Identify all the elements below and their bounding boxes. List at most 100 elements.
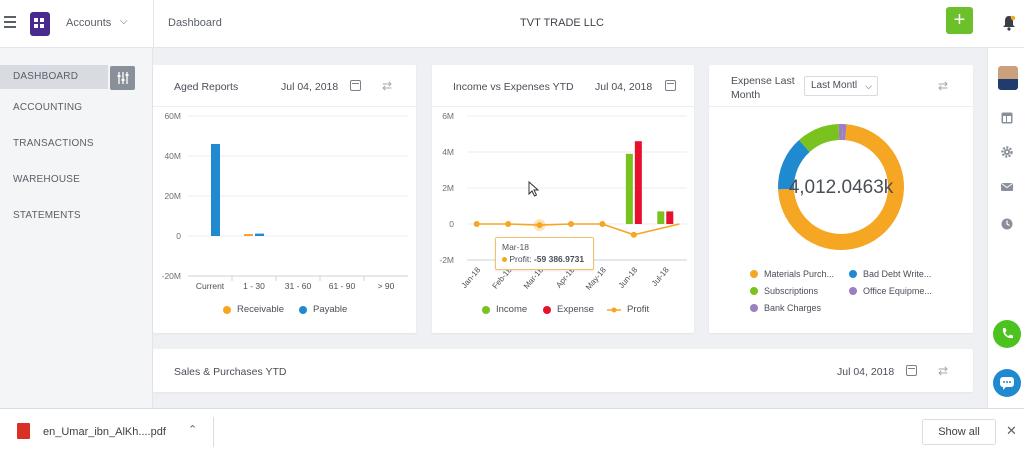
x-tick-label: Jul-18 (650, 265, 671, 288)
legend-line-marker (607, 307, 621, 312)
refresh-icon[interactable]: ⇄ (938, 79, 949, 93)
legend-label: Profit (627, 304, 650, 315)
y-tick-label: 0 (449, 219, 454, 229)
chevron-up-icon[interactable]: ⌃ (188, 424, 198, 436)
legend-profit: Profit (607, 304, 649, 315)
mail-icon[interactable] (1001, 181, 1013, 193)
y-tick-label: 2M (442, 183, 454, 193)
download-file-name[interactable]: en_Umar_ibn_AlKh....pdf (43, 426, 166, 438)
bar-income (657, 211, 665, 224)
legend-dot (299, 305, 307, 314)
sidebar-item-transactions[interactable]: TRANSACTIONS (13, 138, 94, 149)
layout-icon[interactable] (1001, 112, 1013, 124)
card-title-line: Month (731, 89, 761, 101)
chevron-down-icon: ⌵ (865, 81, 872, 91)
add-button[interactable]: + (946, 7, 973, 34)
y-tick-label: -20M (162, 271, 181, 281)
y-tick-label: -2M (439, 255, 454, 265)
x-tick-label: 1 - 30 (243, 281, 265, 291)
legend-label: Expense (557, 304, 594, 315)
sidebar-item-statements[interactable]: STATEMENTS (13, 210, 81, 221)
x-tick-label: > 90 (378, 281, 395, 291)
point-profit (505, 221, 512, 227)
pdf-file-icon (17, 423, 30, 439)
menu-icon[interactable] (4, 16, 16, 28)
legend-label: Bank Charges (764, 303, 822, 313)
sidebar-item-warehouse[interactable]: WAREHOUSE (13, 174, 80, 185)
card-header: Expense Last Month Last Montl ⌵ ⇄ (709, 65, 973, 107)
show-all-button[interactable]: Show all (922, 419, 996, 445)
card-title: Expense Last Month (731, 74, 795, 102)
bar-income (625, 153, 633, 224)
download-bar: en_Umar_ibn_AlKh....pdf ⌃ Show all ✕ (0, 408, 1024, 454)
y-tick-label: 20M (164, 191, 181, 201)
app-logo[interactable] (30, 12, 50, 36)
x-tick-label: 61 - 90 (329, 281, 356, 291)
bell-icon[interactable] (1002, 15, 1016, 31)
card-header: Income vs Expenses YTD Jul 04, 2018 (432, 65, 694, 107)
sidebar-item-dashboard[interactable]: DASHBOARD (0, 65, 108, 89)
close-icon[interactable]: ✕ (1006, 423, 1017, 438)
calendar-icon[interactable] (906, 365, 917, 376)
income-vs-expenses-card: Income vs Expenses YTD Jul 04, 2018 6M 4M… (432, 65, 694, 333)
bar-expense (634, 141, 642, 224)
cursor-icon (528, 181, 540, 197)
donut-slice (778, 140, 810, 190)
legend-dot (849, 270, 857, 278)
legend-label: Materials Purch... (764, 269, 835, 279)
chat-button[interactable] (993, 369, 1021, 397)
legend-dot (750, 270, 758, 278)
x-tick-label: Jan-18 (460, 265, 483, 290)
card-header: Aged Reports Jul 04, 2018 ⇄ (153, 65, 416, 107)
legend-bad-debt: Bad Debt Write... (849, 269, 931, 279)
bar-receivable (244, 234, 253, 236)
breadcrumb: Dashboard (168, 17, 222, 29)
refresh-icon[interactable]: ⇄ (382, 79, 393, 93)
point-profit (568, 221, 574, 227)
point-profit (630, 231, 637, 238)
account-switcher-label[interactable]: Accounts (66, 17, 112, 29)
expense-donut-chart (778, 124, 904, 250)
aged-reports-chart: 60M 40M 20M 0 -20M Current 1 - 30 31 - 60 61 - 9… (162, 111, 408, 291)
legend-label: Office Equipme... (863, 286, 932, 296)
y-tick-label: 40M (164, 151, 181, 161)
refresh-icon[interactable]: ⇄ (938, 364, 949, 378)
date-label: Jul 04, 2018 (281, 81, 339, 93)
period-select[interactable]: Last Montl ⌵ (804, 76, 878, 96)
legend-receivable: Receivable (223, 304, 284, 315)
chevron-down-icon[interactable]: ⌵ (120, 16, 128, 27)
legend-office-equipment: Office Equipme... (849, 286, 932, 296)
point-profit (473, 221, 480, 227)
expense-last-month-card: Expense Last Month Last Montl ⌵ ⇄ 4,012.… (709, 65, 973, 333)
calendar-icon[interactable] (665, 80, 676, 91)
clock-icon[interactable] (1001, 218, 1013, 230)
legend-label: Income (496, 304, 528, 315)
tooltip-row: Profit: -59 386.9731 (502, 254, 587, 264)
bar-payable (255, 233, 264, 236)
point-profit (536, 222, 543, 229)
date-label: Jul 04, 2018 (837, 366, 895, 378)
tooltip-label: Profit: (509, 254, 532, 264)
y-tick-label: 60M (164, 111, 181, 121)
chart-tooltip: Mar-18 Profit: -59 386.9731 (495, 237, 594, 270)
legend-dot (849, 287, 857, 295)
sidebar-item-accounting[interactable]: ACCOUNTING (13, 102, 83, 113)
x-tick-label: Current (196, 281, 225, 291)
bar-payable (211, 144, 220, 236)
sidebar: DASHBOARD ACCOUNTING TRANSACTIONS WAREHO… (0, 48, 153, 408)
phone-button[interactable] (993, 320, 1021, 348)
point-profit (599, 221, 606, 227)
legend-dot (543, 305, 551, 314)
legend-expense: Expense (543, 304, 594, 315)
legend-income: Income (482, 304, 527, 315)
gear-icon[interactable] (1001, 146, 1013, 158)
legend-dot (223, 305, 231, 314)
chat-icon (1000, 377, 1014, 390)
calendar-icon[interactable] (350, 80, 361, 91)
filter-icon[interactable] (110, 66, 135, 90)
avatar[interactable] (998, 66, 1018, 90)
y-tick-label: 0 (176, 231, 181, 241)
y-tick-label: 4M (442, 147, 454, 157)
tooltip-title: Mar-18 (502, 242, 529, 252)
